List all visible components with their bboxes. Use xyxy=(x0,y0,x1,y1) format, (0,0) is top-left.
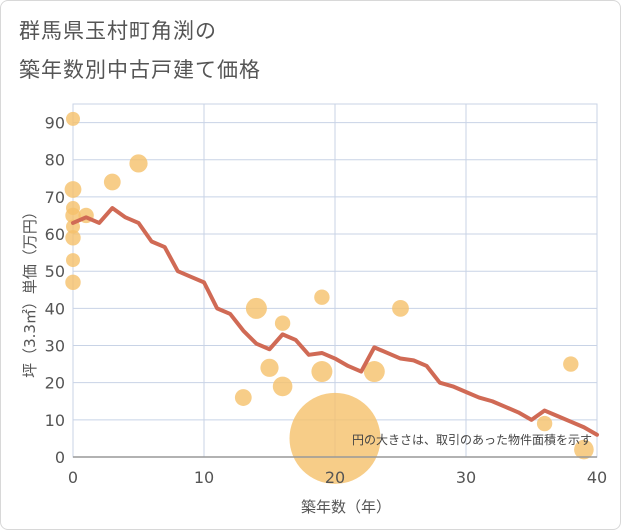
y-tick-label: 90 xyxy=(45,114,65,133)
grid-layer xyxy=(72,103,598,458)
data-point xyxy=(66,253,80,268)
y-tick-label: 10 xyxy=(45,411,65,430)
axis-layer: 0 10 20 30 40 50 60 70 80 90 0 10 20 30 40 xyxy=(45,114,608,487)
x-tick-label: 0 xyxy=(68,468,78,487)
chart-title-line1: 群馬県玉村町角渕の xyxy=(19,19,217,43)
chart-title-line2: 築年数別中古戸建て価格 xyxy=(19,58,261,82)
data-point xyxy=(289,392,381,484)
trend-line xyxy=(71,206,599,437)
data-point xyxy=(392,299,409,317)
data-point xyxy=(314,289,330,305)
x-tick-label: 20 xyxy=(325,468,345,487)
data-point xyxy=(574,439,594,460)
data-point xyxy=(260,358,279,377)
y-tick-label: 60 xyxy=(45,225,65,244)
x-axis-label: 築年数（年） xyxy=(301,498,391,516)
y-tick-label: 30 xyxy=(45,337,65,356)
y-tick-label: 80 xyxy=(45,151,65,170)
data-point xyxy=(234,389,252,406)
data-point xyxy=(274,315,291,331)
y-tick-label: 20 xyxy=(45,374,65,393)
data-point xyxy=(536,415,553,432)
data-point xyxy=(65,274,81,291)
data-point xyxy=(129,154,148,173)
trend-line-layer xyxy=(71,206,599,437)
bubble-layer xyxy=(64,111,594,484)
x-tick-label: 30 xyxy=(456,468,476,487)
data-point xyxy=(64,181,82,198)
y-axis-label: 坪（3.3㎡）単価（万円） xyxy=(21,204,39,378)
data-point xyxy=(311,361,333,383)
data-point xyxy=(563,356,579,372)
y-tick-label: 50 xyxy=(45,262,65,281)
y-tick-label: 70 xyxy=(45,188,65,207)
y-tick-label: 40 xyxy=(45,299,65,318)
data-point xyxy=(66,111,80,126)
data-point xyxy=(245,297,267,319)
data-point xyxy=(103,173,121,191)
y-tick-label: 0 xyxy=(55,448,65,467)
data-point xyxy=(272,376,293,397)
x-tick-label: 40 xyxy=(587,468,607,487)
data-point xyxy=(363,361,385,383)
x-tick-label: 10 xyxy=(194,468,214,487)
data-point xyxy=(65,230,81,246)
size-annotation: 円の大きさは、取引のあった物件面積を示す xyxy=(352,432,592,447)
